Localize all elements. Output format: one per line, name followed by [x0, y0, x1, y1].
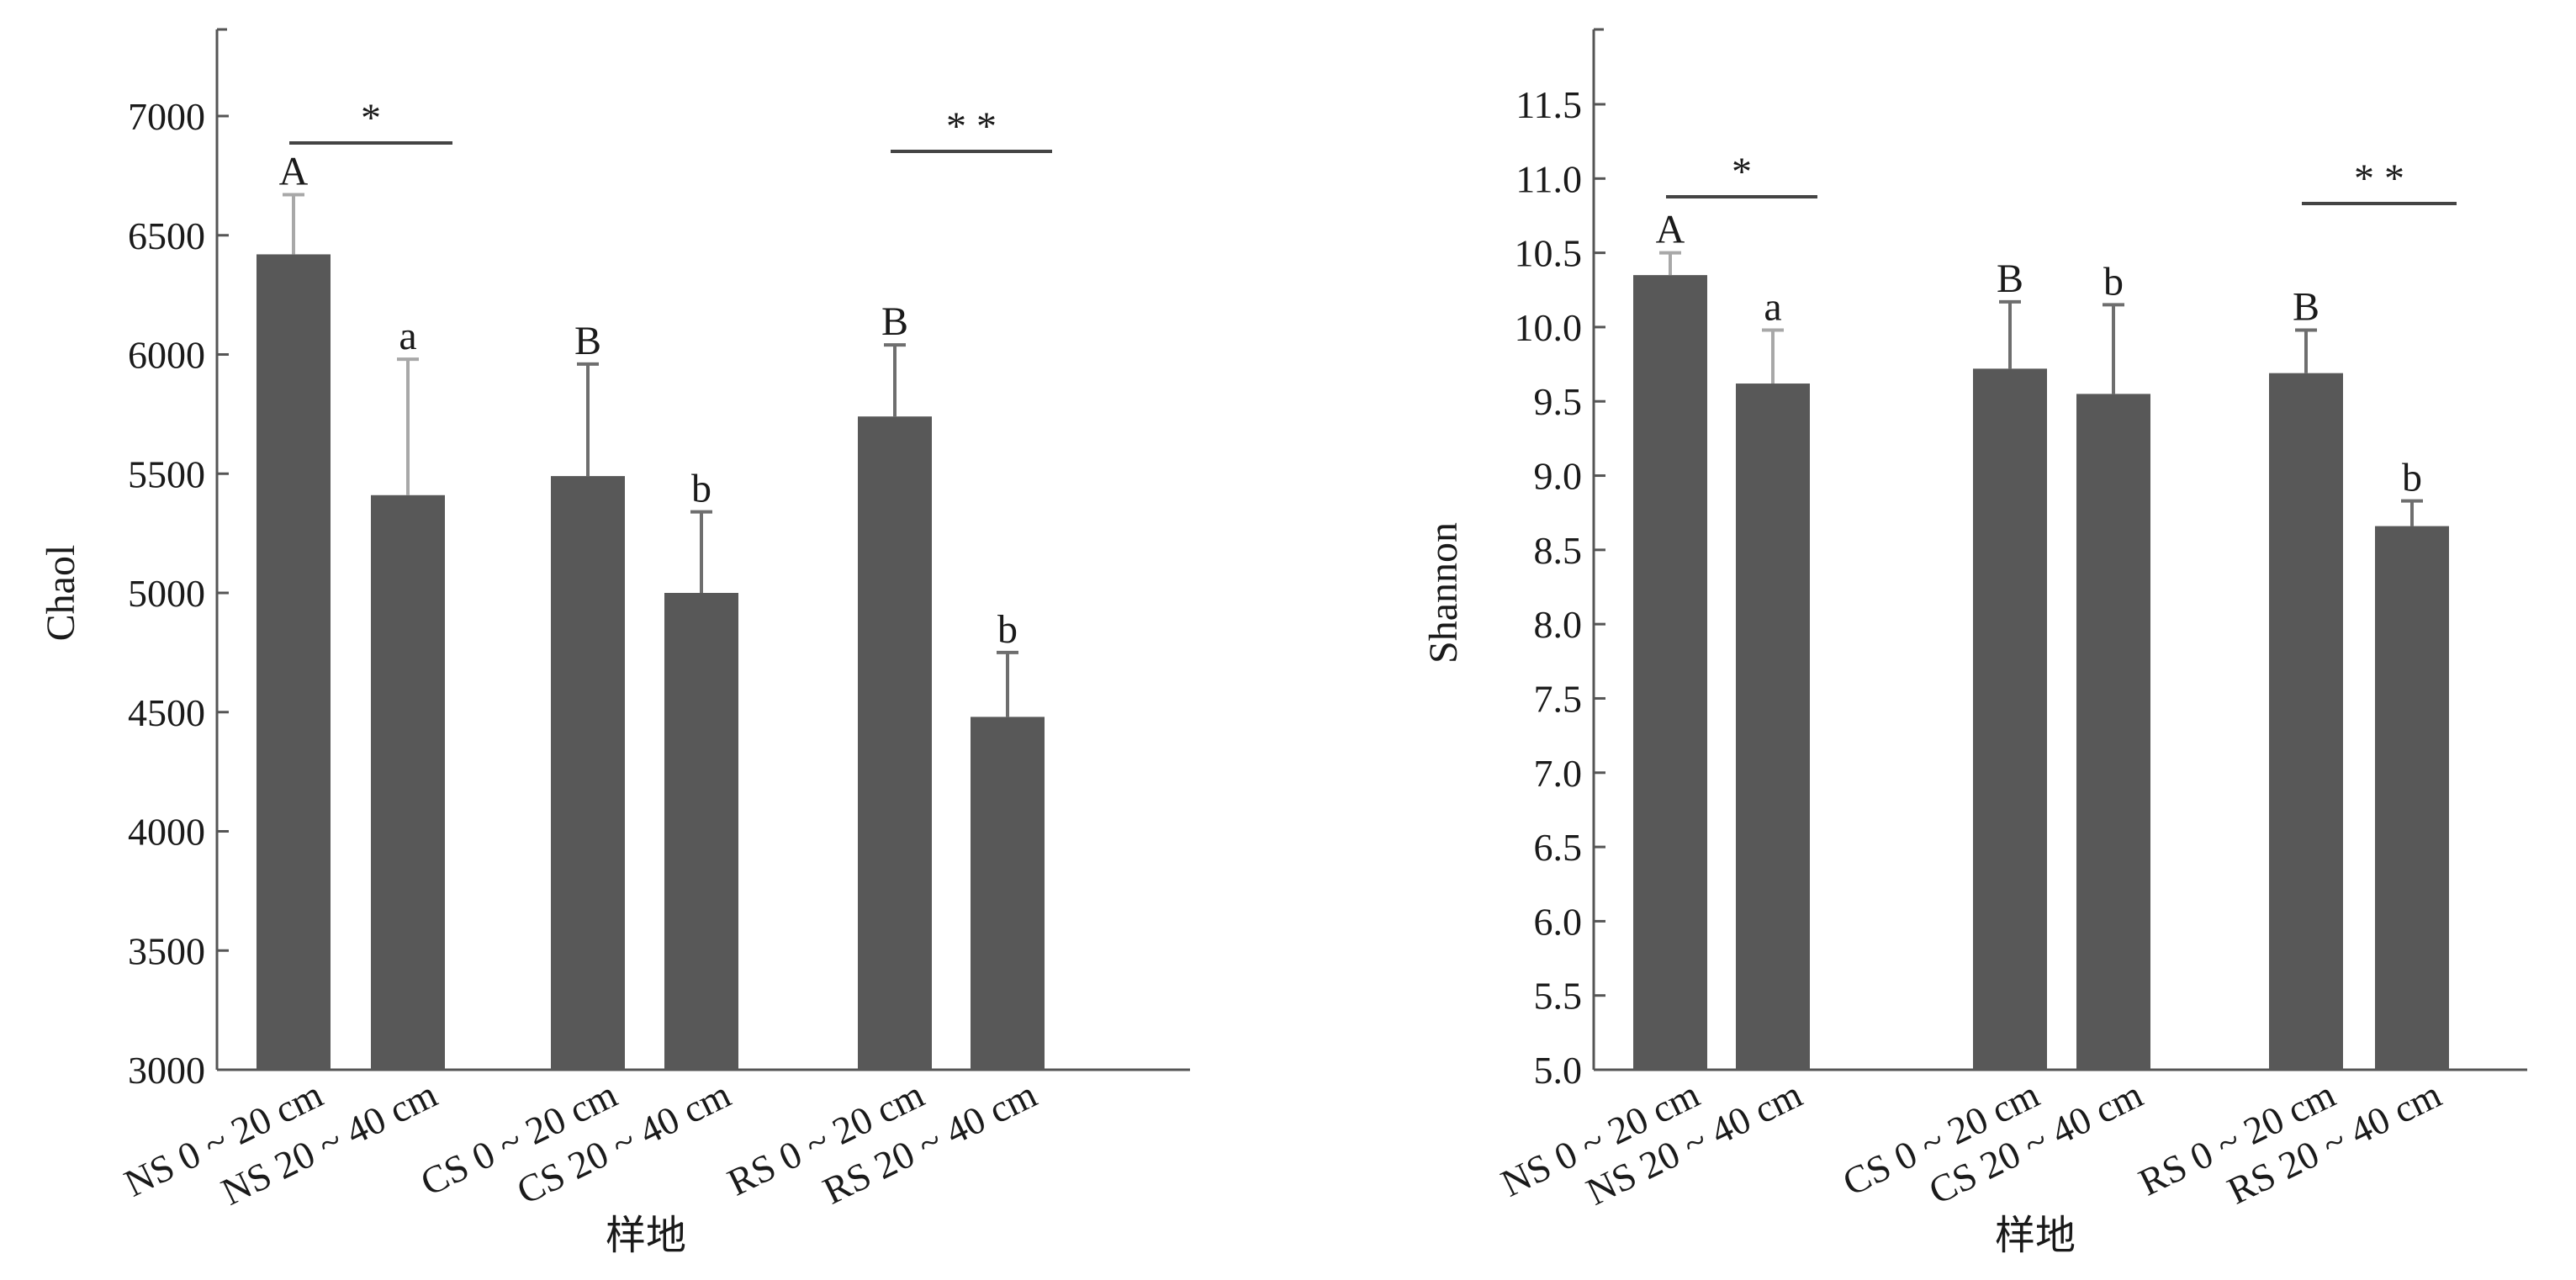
y-tick-label: 9.0: [1534, 455, 1583, 498]
significance-letter-1: A: [1656, 208, 1685, 252]
x-axis-title: 样地: [606, 1214, 686, 1258]
significance-letter-4: b: [2103, 259, 2124, 304]
y-tick-label: 6.0: [1534, 900, 1583, 943]
significance-letter-5: B: [2293, 284, 2319, 329]
bar-2: [1736, 383, 1810, 1070]
significance-letter-3: B: [574, 319, 601, 363]
significance-letter-2: a: [399, 314, 416, 358]
y-tick-label: 5.5: [1534, 975, 1583, 1018]
significance-letter-6: b: [997, 607, 1018, 652]
y-tick-label: 9.5: [1534, 380, 1583, 423]
bar-2: [371, 495, 445, 1070]
y-tick-label: 6.5: [1534, 826, 1583, 869]
bar-5: [2269, 373, 2343, 1071]
significance-letter-4: b: [691, 467, 711, 511]
y-axis-title: Shannon: [1421, 522, 1466, 664]
bar-6: [2375, 526, 2449, 1070]
bar-5: [858, 416, 932, 1071]
y-tick-label: 8.5: [1534, 529, 1583, 572]
bar-6: [971, 717, 1045, 1070]
y-tick-label: 10.0: [1515, 306, 1583, 349]
y-tick-label: 7.5: [1534, 677, 1583, 720]
y-tick-label: 7.0: [1534, 752, 1583, 795]
y-tick-label: 5.0: [1534, 1049, 1583, 1092]
y-tick-label: 7000: [128, 95, 205, 138]
y-tick-label: 3500: [128, 929, 205, 972]
x-axis-title: 样地: [1995, 1214, 2076, 1258]
y-tick-label: 3000: [128, 1049, 205, 1092]
y-tick-label: 8.0: [1534, 603, 1583, 646]
chart-panel-2: 5.0 5.5 6.0 6.5 7.0 7.5 8.0 8.5 9.0 9.5 10.0 10.5 11…: [1421, 28, 2527, 1258]
significance-letter-2: a: [1764, 284, 1781, 329]
bar-1: [257, 254, 331, 1070]
y-tick-label: 6500: [128, 214, 205, 257]
significance-mark-1: *: [361, 96, 381, 140]
bar-3: [551, 476, 625, 1070]
significance-letter-3: B: [1997, 257, 2023, 301]
y-tick-label: 4000: [128, 811, 205, 854]
bar-4: [2076, 394, 2150, 1070]
y-tick-label: 10.5: [1515, 232, 1583, 275]
significance-letter-5: B: [881, 299, 908, 344]
significance-mark-2: * *: [2354, 156, 2404, 201]
y-tick-label: 4500: [128, 691, 205, 734]
y-tick-label: 6000: [128, 334, 205, 377]
bar-3: [1973, 368, 2047, 1071]
significance-mark-1: *: [1732, 150, 1752, 194]
significance-mark-2: * *: [946, 104, 997, 149]
chart-panel-1: 300035004000450050005500600065007000ANS …: [39, 28, 1190, 1258]
bar-1: [1633, 275, 1707, 1071]
significance-letter-1: A: [279, 150, 309, 194]
significance-letter-6: b: [2402, 456, 2422, 500]
y-tick-label: 11.5: [1515, 83, 1582, 126]
bar-4: [664, 593, 738, 1070]
y-tick-label: 5000: [128, 572, 205, 615]
y-axis-title: Chaol: [39, 545, 83, 642]
y-tick-label: 5500: [128, 452, 205, 495]
y-tick-label: 11.0: [1515, 157, 1582, 200]
